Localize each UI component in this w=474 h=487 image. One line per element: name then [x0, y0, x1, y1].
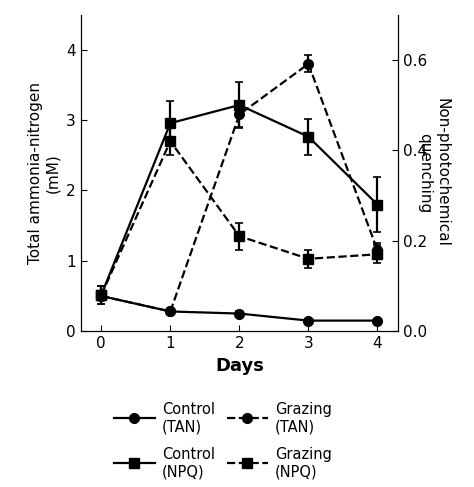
X-axis label: Days: Days — [215, 356, 264, 375]
Y-axis label: Total ammonia-nitrogen
(mM): Total ammonia-nitrogen (mM) — [28, 82, 60, 264]
Legend: Control
(TAN), Control
(NPQ), Grazing
(TAN), Grazing
(NPQ): Control (TAN), Control (NPQ), Grazing (T… — [114, 402, 332, 480]
Y-axis label: Non-photochemical
quenching: Non-photochemical quenching — [417, 98, 449, 247]
